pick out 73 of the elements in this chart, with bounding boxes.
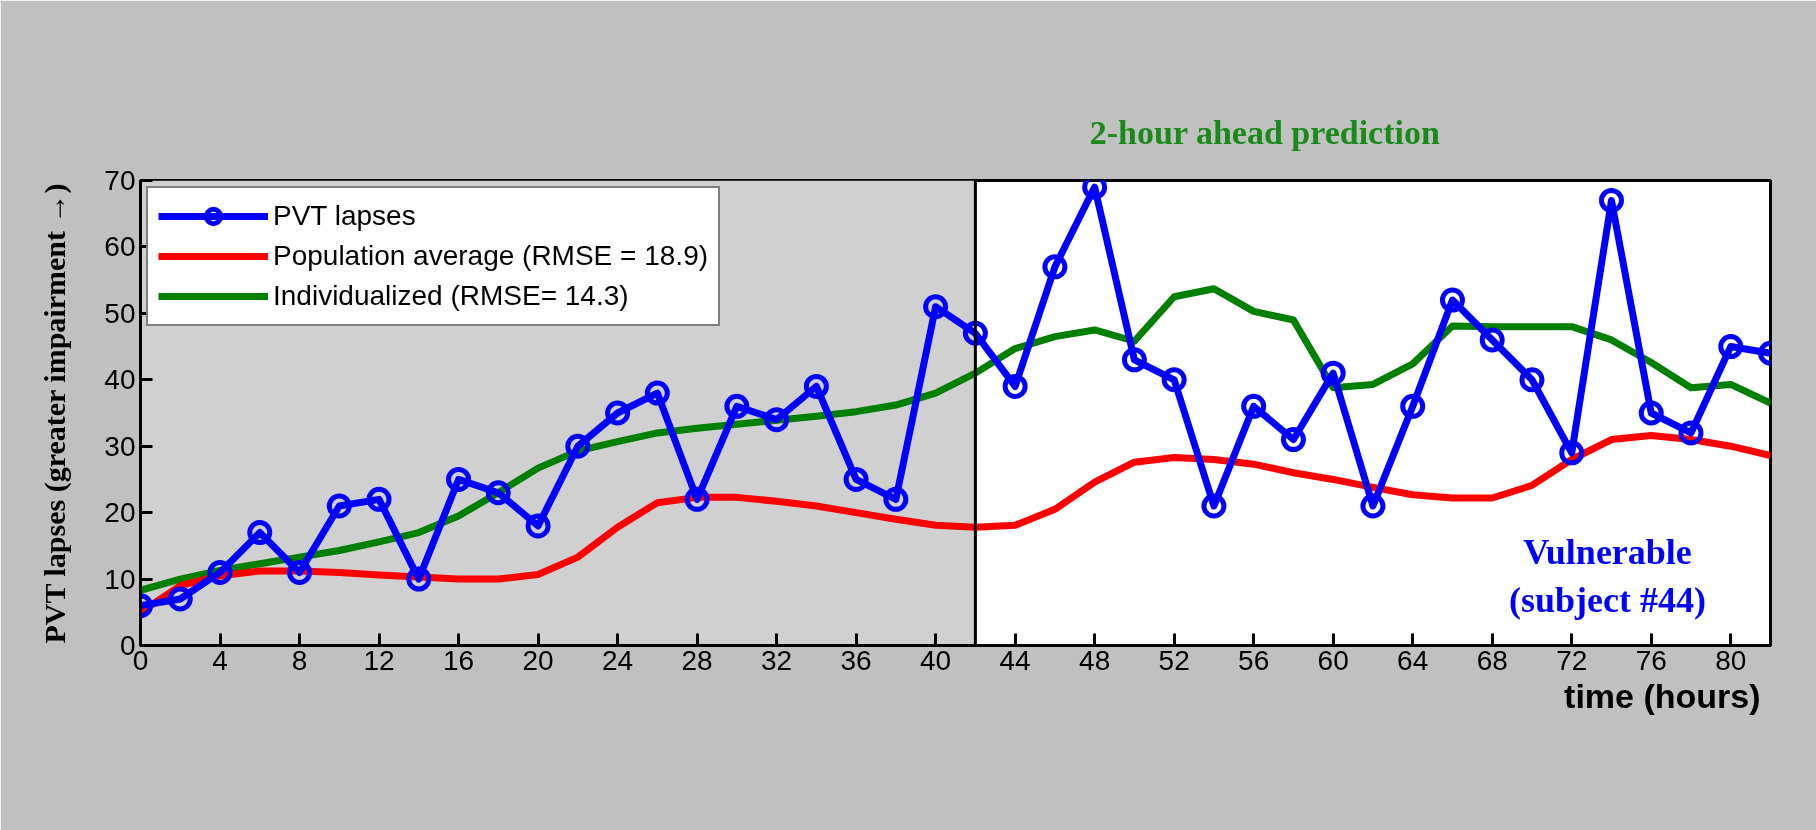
- point: [684, 486, 710, 512]
- point: [485, 480, 511, 506]
- point: [764, 407, 790, 433]
- point: [287, 559, 313, 585]
- point: [167, 586, 193, 612]
- legend-label: Individualized (RMSE= 14.3): [273, 279, 629, 313]
- x-tick-label: 48: [1079, 644, 1111, 676]
- point: [1241, 393, 1267, 419]
- x-axis-title: time (hours): [1564, 676, 1761, 715]
- y-tick-label: 60: [104, 231, 136, 263]
- x-tick-label: 56: [1238, 644, 1270, 676]
- point: [1360, 493, 1386, 519]
- y-tick-label: 10: [104, 563, 136, 595]
- point: [803, 373, 829, 399]
- x-tick-label: 8: [291, 644, 308, 676]
- point: [326, 493, 352, 519]
- point: [923, 294, 949, 320]
- point: [724, 393, 750, 419]
- point: [1320, 360, 1346, 386]
- point: [1201, 493, 1227, 519]
- point: [366, 486, 392, 512]
- x-tick-label: 12: [363, 644, 395, 676]
- x-tick-label: 28: [681, 644, 713, 676]
- y-tick-label: 20: [104, 497, 136, 529]
- y-tick-label: 40: [104, 364, 136, 396]
- point: [1400, 393, 1426, 419]
- x-tick-label: 76: [1635, 644, 1667, 676]
- x-tick-label: 4: [212, 644, 228, 676]
- legend-label: Population average (RMSE = 18.9): [273, 239, 709, 273]
- point: [843, 466, 869, 492]
- x-tick-label: 44: [999, 644, 1031, 676]
- x-tick-label: 64: [1397, 644, 1429, 676]
- x-tick-label: 16: [442, 644, 475, 676]
- y-tick-label: 50: [104, 297, 136, 329]
- point: [1042, 254, 1068, 280]
- x-tick-label: 60: [1317, 644, 1349, 676]
- x-tick-label: 52: [1158, 644, 1190, 676]
- y-tick-label: 30: [104, 430, 136, 462]
- x-tick-label: 20: [522, 644, 554, 676]
- point: [1439, 287, 1465, 313]
- x-tick-label: 40: [920, 644, 952, 676]
- point: [406, 566, 432, 592]
- point: [962, 320, 988, 346]
- point: [525, 513, 551, 539]
- point: [247, 520, 273, 546]
- point: [565, 433, 591, 459]
- point: [1161, 367, 1187, 393]
- point: [605, 400, 631, 426]
- x-tick-label: 72: [1556, 644, 1588, 676]
- x-tick-label: 24: [602, 644, 634, 676]
- point: [644, 380, 670, 406]
- point: [1121, 347, 1147, 373]
- annotation: Vulnerable (subject #44): [1509, 531, 1706, 620]
- point: [1519, 367, 1545, 393]
- point: [207, 559, 233, 585]
- point: [1638, 400, 1664, 426]
- point: [1598, 187, 1624, 213]
- point: [1678, 420, 1704, 446]
- point: [1718, 334, 1744, 360]
- y-tick-label: 70: [104, 165, 136, 196]
- point: [1479, 327, 1505, 353]
- x-tick-label: 36: [840, 644, 872, 676]
- point: [883, 486, 909, 512]
- y-axis-title: PVT lapses (greater impairment →): [38, 183, 73, 644]
- point: [1002, 373, 1028, 399]
- point: [446, 466, 472, 492]
- legend-label: PVT lapses: [273, 199, 416, 233]
- x-tick-label: 68: [1476, 644, 1508, 676]
- point: [1280, 427, 1306, 453]
- x-tick-label: 32: [761, 644, 793, 676]
- point: [1559, 440, 1585, 466]
- x-tick-label: 80: [1715, 644, 1747, 676]
- chart-title: 2-hour ahead prediction: [1089, 113, 1440, 151]
